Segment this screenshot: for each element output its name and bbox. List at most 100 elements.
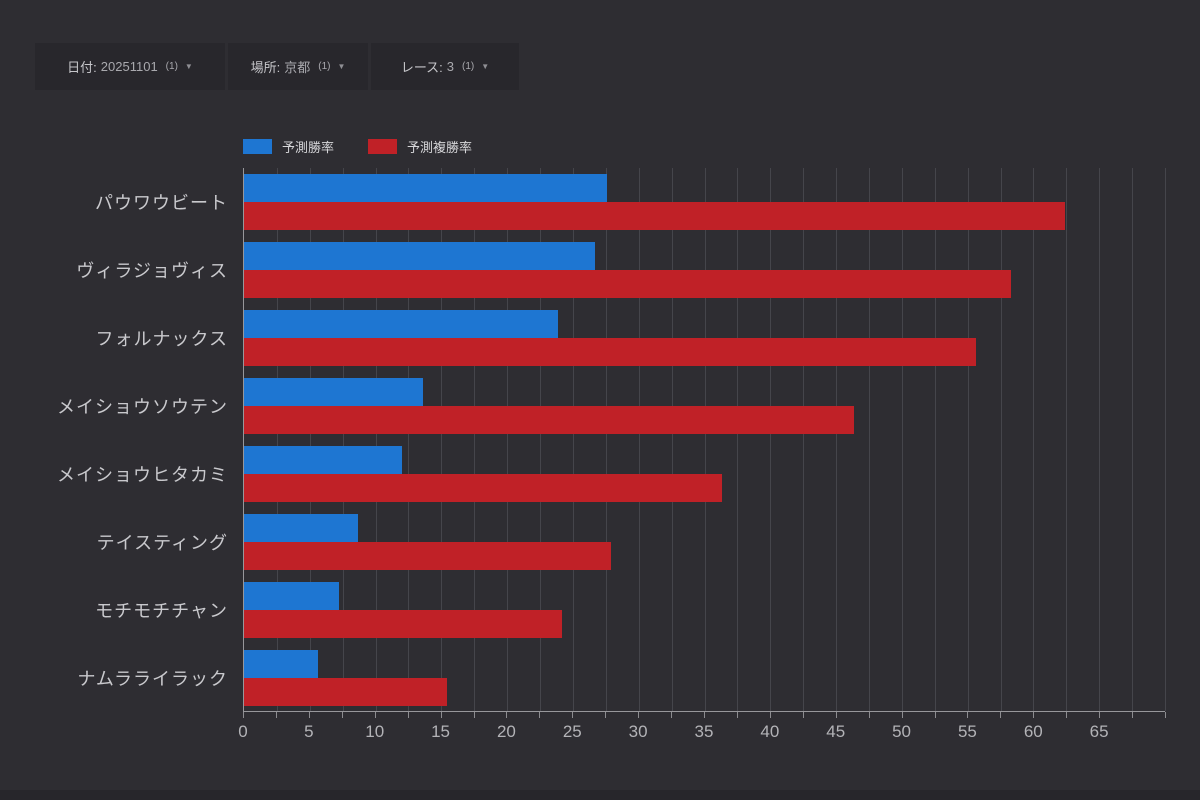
x-tick-mark	[1099, 712, 1101, 718]
x-tick-label: 15	[431, 722, 451, 741]
bar-group	[244, 644, 1165, 712]
gridline	[868, 168, 870, 711]
filter-race-value: 3	[446, 59, 455, 74]
x-tick-label: 0	[238, 722, 248, 741]
x-tick-mark	[769, 712, 771, 718]
gridline	[934, 168, 936, 711]
filter-bar: 日付: 20251101 (1) ▼ 場所: 京都 (1) ▼ レース: 3 (…	[35, 43, 519, 90]
x-tick-mark	[1066, 712, 1068, 718]
bar-group	[244, 508, 1165, 576]
x-tick-mark	[473, 712, 475, 718]
bar-group	[244, 168, 1165, 236]
bar-group	[244, 236, 1165, 304]
gridline	[605, 168, 607, 711]
bar-place-rate	[244, 678, 447, 706]
bar-win-rate	[244, 582, 339, 610]
filter-date-dropdown[interactable]: 日付: 20251101 (1) ▼	[35, 43, 225, 90]
bar-win-rate	[244, 174, 608, 202]
filter-race-dropdown[interactable]: レース: 3 (1) ▼	[371, 43, 519, 90]
x-tick-mark	[539, 712, 541, 718]
gridline	[638, 168, 640, 711]
gridline	[276, 168, 278, 711]
filter-place-dropdown[interactable]: 場所: 京都 (1) ▼	[228, 43, 368, 90]
x-tick-mark	[275, 712, 277, 718]
x-tick-mark	[934, 712, 936, 718]
x-tick-mark	[868, 712, 870, 718]
x-tick-label: 30	[628, 722, 648, 741]
x-tick-mark	[736, 712, 738, 718]
bar-place-rate	[244, 270, 1012, 298]
gridline	[1066, 168, 1068, 711]
gridline	[770, 168, 772, 711]
x-tick-mark	[967, 712, 969, 718]
filter-date-count: (1)	[165, 61, 178, 72]
x-tick-mark	[341, 712, 343, 718]
gridline	[1165, 168, 1166, 711]
x-tick-mark	[835, 712, 837, 718]
x-tick-label: 45	[826, 722, 846, 741]
x-tick-label: 20	[496, 722, 516, 741]
gridline	[1033, 168, 1035, 711]
gridline	[441, 168, 443, 711]
bar-place-rate	[244, 202, 1065, 230]
category-label: モチモチチャン	[95, 601, 228, 621]
x-tick-label: 40	[760, 722, 780, 741]
bar-win-rate	[244, 310, 559, 338]
gridline	[671, 168, 673, 711]
chevron-down-icon: ▼	[184, 62, 193, 71]
filter-place-count: (1)	[318, 61, 331, 72]
x-tick-label: 5	[304, 722, 314, 741]
x-tick-label: 65	[1089, 722, 1109, 741]
x-tick-label: 55	[957, 722, 977, 741]
legend-label-win-rate: 予測勝率	[282, 140, 335, 155]
gridline	[474, 168, 476, 711]
bar-win-rate	[244, 446, 402, 474]
legend-label-place-rate: 予測複勝率	[407, 140, 473, 155]
bar-group	[244, 372, 1165, 440]
x-tick-mark	[671, 712, 673, 718]
gridline	[1132, 168, 1134, 711]
bar-place-rate	[244, 474, 722, 502]
legend-item-win-rate[interactable]: 予測勝率	[243, 137, 334, 156]
bar-place-rate	[244, 338, 976, 366]
gridline	[704, 168, 706, 711]
x-tick-label: 50	[892, 722, 912, 741]
gridline	[901, 168, 903, 711]
category-label: ヴィラジョヴィス	[76, 261, 228, 281]
x-tick-mark	[440, 712, 442, 718]
category-label: パウワウビート	[95, 193, 228, 213]
legend-item-place-rate[interactable]: 予測複勝率	[368, 137, 472, 156]
x-tick-mark	[572, 712, 574, 718]
gridline	[375, 168, 377, 711]
bar-place-rate	[244, 406, 855, 434]
chevron-down-icon: ▼	[481, 62, 490, 71]
gridline	[572, 168, 574, 711]
x-tick-label: 60	[1023, 722, 1043, 741]
gridline	[803, 168, 805, 711]
filter-place-label: 場所:	[250, 60, 281, 75]
legend-swatch-place-rate	[368, 139, 398, 154]
gridline	[540, 168, 542, 711]
x-tick-mark	[704, 712, 705, 718]
x-tick-mark	[1033, 712, 1035, 718]
bar-place-rate	[244, 610, 563, 638]
gridline	[309, 168, 311, 711]
bar-win-rate	[244, 514, 359, 542]
bar-group	[244, 440, 1165, 508]
gridline	[1000, 168, 1002, 711]
gridline	[1099, 168, 1101, 711]
gridline	[836, 168, 838, 711]
bar-group	[244, 576, 1165, 644]
x-tick-mark	[1165, 712, 1166, 718]
bar-group	[244, 304, 1165, 372]
x-tick-label: 10	[365, 722, 385, 741]
bars-layer	[244, 168, 1165, 711]
y-axis-category-labels: パウワウビート ヴィラジョヴィス フォルナックス メイショウソウテン メイショウヒタカミ…	[0, 168, 228, 712]
x-tick-mark	[1132, 712, 1134, 718]
gridline	[342, 168, 344, 711]
chevron-down-icon: ▼	[337, 62, 346, 71]
category-label: メイショウソウテン	[57, 397, 228, 417]
bar-win-rate	[244, 378, 423, 406]
bar-place-rate	[244, 542, 612, 570]
gridline	[737, 168, 739, 711]
